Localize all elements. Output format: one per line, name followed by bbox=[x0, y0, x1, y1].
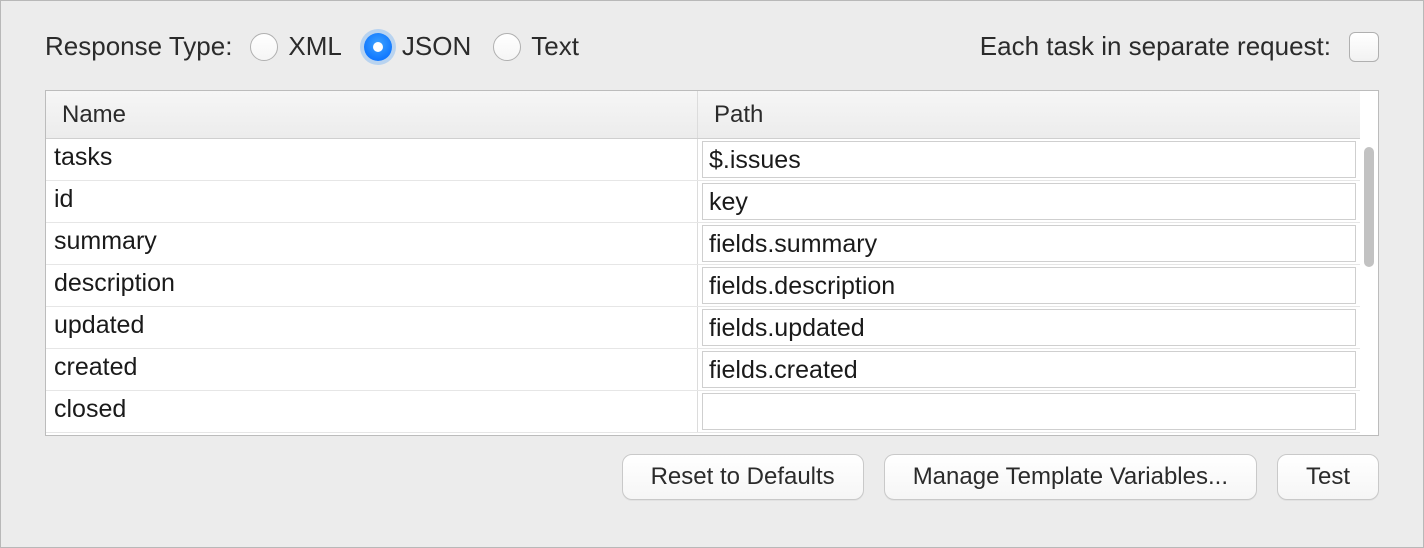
top-row: Response Type: XML JSON Text Each task i… bbox=[45, 31, 1379, 62]
path-input[interactable] bbox=[702, 225, 1356, 262]
scrollbar[interactable] bbox=[1360, 91, 1378, 435]
radio-json-indicator bbox=[364, 33, 392, 61]
buttons-row: Reset to Defaults Manage Template Variab… bbox=[45, 454, 1379, 500]
radio-xml-label: XML bbox=[288, 31, 341, 62]
cell-path bbox=[698, 139, 1360, 180]
cell-path bbox=[698, 307, 1360, 348]
cell-name[interactable]: id bbox=[46, 181, 698, 222]
table-row[interactable]: summary bbox=[46, 223, 1360, 265]
reset-button[interactable]: Reset to Defaults bbox=[622, 454, 864, 500]
table-scroll: Name Path tasksidsummarydescriptionupdat… bbox=[46, 91, 1360, 435]
cell-path bbox=[698, 223, 1360, 264]
cell-name[interactable]: closed bbox=[46, 391, 698, 432]
separate-request-label: Each task in separate request: bbox=[980, 31, 1331, 62]
cell-name[interactable]: summary bbox=[46, 223, 698, 264]
response-type-label: Response Type: bbox=[45, 31, 232, 62]
radio-text-label: Text bbox=[531, 31, 579, 62]
separate-request-group: Each task in separate request: bbox=[980, 31, 1379, 62]
table-row[interactable]: created bbox=[46, 349, 1360, 391]
path-input[interactable] bbox=[702, 141, 1356, 178]
radio-xml[interactable]: XML bbox=[250, 31, 341, 62]
cell-name[interactable]: description bbox=[46, 265, 698, 306]
table-row[interactable]: tasks bbox=[46, 139, 1360, 181]
table-header: Name Path bbox=[46, 91, 1360, 139]
test-button[interactable]: Test bbox=[1277, 454, 1379, 500]
radio-text-indicator bbox=[493, 33, 521, 61]
table-row[interactable]: id bbox=[46, 181, 1360, 223]
cell-path bbox=[698, 181, 1360, 222]
path-input[interactable] bbox=[702, 351, 1356, 388]
settings-panel: Response Type: XML JSON Text Each task i… bbox=[0, 0, 1424, 548]
column-header-path[interactable]: Path bbox=[698, 91, 1360, 138]
cell-name[interactable]: updated bbox=[46, 307, 698, 348]
radio-xml-indicator bbox=[250, 33, 278, 61]
cell-name[interactable]: tasks bbox=[46, 139, 698, 180]
radio-json-label: JSON bbox=[402, 31, 471, 62]
table-body: tasksidsummarydescriptionupdatedcreatedc… bbox=[46, 139, 1360, 433]
table-row[interactable]: updated bbox=[46, 307, 1360, 349]
response-type-group: Response Type: XML JSON Text bbox=[45, 31, 579, 62]
table-row[interactable]: closed bbox=[46, 391, 1360, 433]
path-input[interactable] bbox=[702, 309, 1356, 346]
cell-path bbox=[698, 391, 1360, 432]
separate-request-checkbox[interactable] bbox=[1349, 32, 1379, 62]
radio-text[interactable]: Text bbox=[493, 31, 579, 62]
path-input[interactable] bbox=[702, 393, 1356, 430]
path-input[interactable] bbox=[702, 267, 1356, 304]
cell-path bbox=[698, 349, 1360, 390]
mapping-table: Name Path tasksidsummarydescriptionupdat… bbox=[45, 90, 1379, 436]
cell-name[interactable]: created bbox=[46, 349, 698, 390]
table-row[interactable]: description bbox=[46, 265, 1360, 307]
column-header-name[interactable]: Name bbox=[46, 91, 698, 138]
radio-json[interactable]: JSON bbox=[364, 31, 471, 62]
path-input[interactable] bbox=[702, 183, 1356, 220]
cell-path bbox=[698, 265, 1360, 306]
response-type-radios: XML JSON Text bbox=[250, 31, 579, 62]
manage-variables-button[interactable]: Manage Template Variables... bbox=[884, 454, 1257, 500]
scrollbar-thumb[interactable] bbox=[1364, 147, 1374, 267]
